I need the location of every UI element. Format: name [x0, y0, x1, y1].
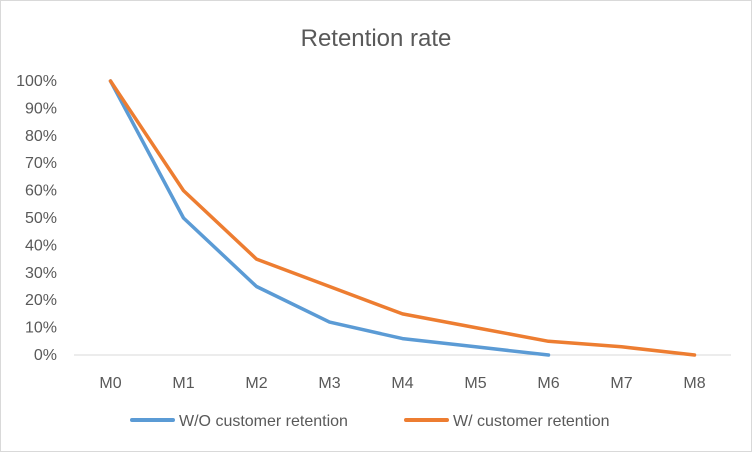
y-tick-label: 70% [25, 155, 57, 172]
series-line-2 [108, 79, 697, 357]
x-tick-label: M2 [245, 375, 267, 392]
y-tick-label: 40% [25, 237, 57, 254]
y-tick-label: 0% [34, 347, 57, 364]
x-tick-label: M5 [464, 375, 486, 392]
x-axis: M0 M1 M2 M3 M4 M5 M6 M7 M8 [99, 375, 705, 392]
y-tick-label: 100% [16, 73, 57, 90]
x-tick-label: M6 [537, 375, 559, 392]
x-tick-label: M3 [318, 375, 340, 392]
x-tick-label: M7 [610, 375, 632, 392]
x-tick-label: M8 [683, 375, 705, 392]
y-tick-label: 80% [25, 128, 57, 145]
y-tick-label: 10% [25, 320, 57, 337]
y-tick-label: 90% [25, 100, 57, 117]
y-axis: 0% 10% 20% 30% 40% 50% 60% 70% 80% 90% 100% [16, 73, 57, 364]
legend-label-2: W/ customer retention [453, 413, 610, 430]
y-tick-label: 60% [25, 183, 57, 200]
x-tick-label: M1 [172, 375, 194, 392]
chart-title: Retention rate [301, 25, 452, 52]
legend: W/O customer retention W/ customer retent… [130, 413, 610, 430]
legend-label-1: W/O customer retention [179, 413, 348, 430]
series-lines [108, 79, 697, 357]
x-tick-label: M4 [391, 375, 413, 392]
y-tick-label: 20% [25, 292, 57, 309]
x-tick-label: M0 [99, 375, 121, 392]
series-line-1 [108, 79, 551, 357]
y-tick-label: 50% [25, 210, 57, 227]
y-tick-label: 30% [25, 265, 57, 282]
